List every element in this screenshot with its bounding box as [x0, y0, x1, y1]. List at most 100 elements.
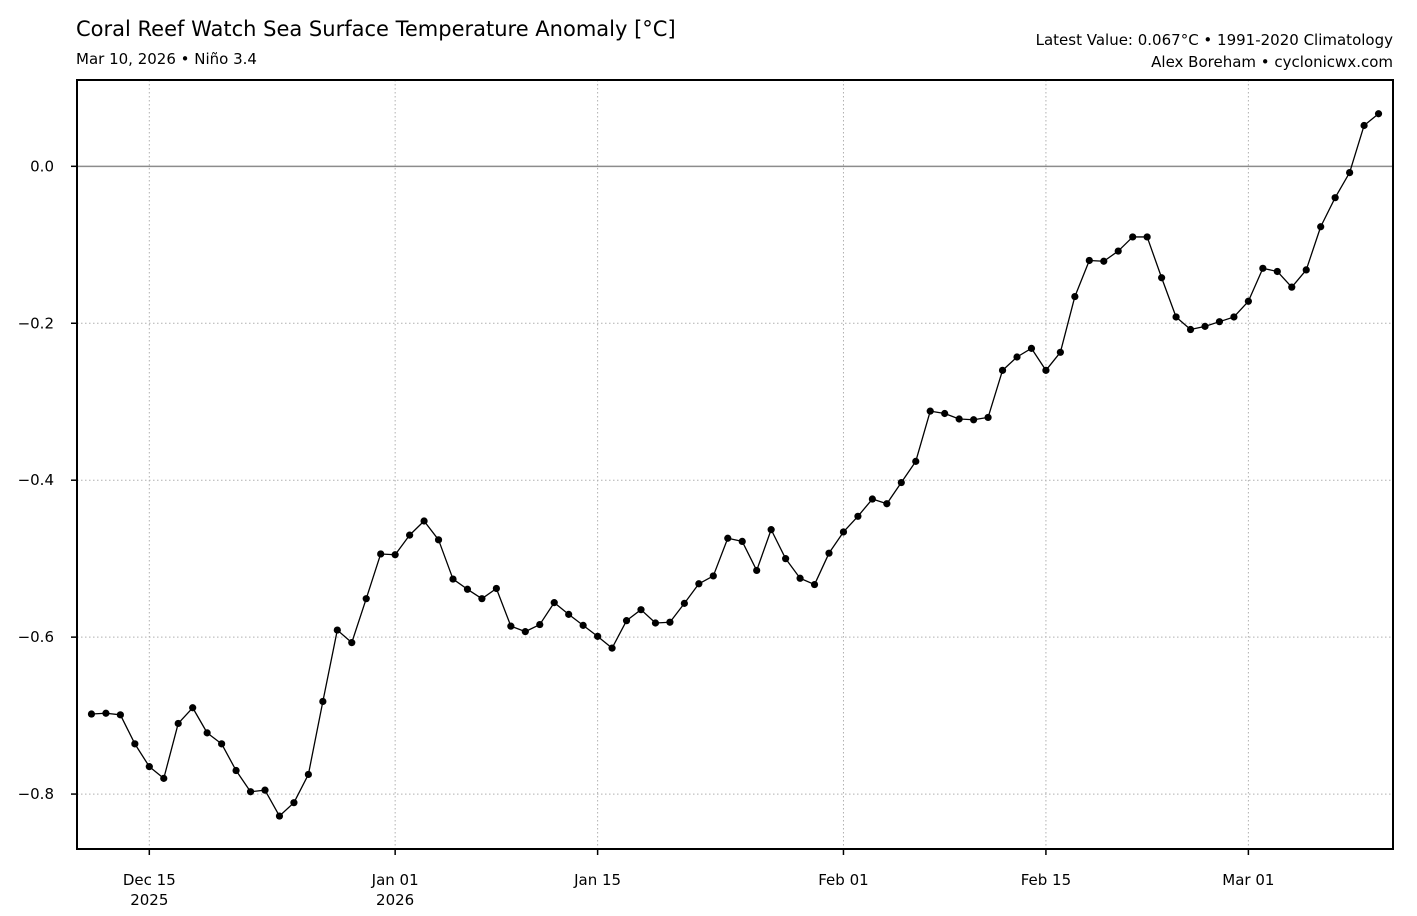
data-point: [145, 763, 153, 771]
data-point: [377, 550, 385, 558]
data-point: [1273, 267, 1281, 276]
data-point: [839, 528, 848, 536]
data-point: [1085, 256, 1093, 265]
data-point: [1288, 283, 1296, 291]
data-point: [1172, 313, 1180, 321]
series-points-layer: [87, 110, 1383, 820]
data-point: [102, 709, 110, 717]
x-tick-label: Jan 15: [573, 871, 621, 889]
data-point: [87, 710, 96, 718]
data-point: [695, 580, 703, 588]
x-tick-label: Dec 15: [123, 871, 176, 889]
data-point: [160, 774, 168, 782]
data-point: [724, 534, 732, 542]
data-point: [1360, 121, 1368, 130]
data-point: [782, 555, 790, 563]
data-point: [810, 580, 819, 589]
x-tick-year-label: 2026: [376, 891, 414, 909]
data-point: [955, 415, 963, 423]
data-point: [362, 595, 370, 603]
data-point: [319, 697, 327, 706]
data-point: [1042, 366, 1050, 374]
data-point: [926, 407, 934, 415]
data-point: [1186, 325, 1195, 334]
y-tick-label: −0.8: [18, 785, 54, 803]
data-point: [970, 416, 978, 424]
data-point: [232, 766, 240, 775]
data-point: [825, 549, 833, 557]
data-point: [116, 711, 124, 719]
data-point: [1013, 353, 1021, 361]
data-point: [478, 595, 486, 603]
plot-frame: [76, 79, 1394, 850]
series-line: [91, 113, 1379, 817]
data-point: [651, 619, 660, 627]
data-point: [1259, 264, 1267, 272]
data-point: [1331, 194, 1339, 202]
data-point: [1201, 322, 1209, 330]
tick-layer: 0.0 −0.2 −0.4 −0.6 −0.8 Dec 15 2025 Jan 01 2026 J…: [18, 157, 1275, 909]
data-point: [565, 610, 573, 618]
data-point: [753, 566, 761, 575]
x-tick-label: Mar 01: [1222, 871, 1274, 889]
data-point: [304, 770, 312, 779]
data-point: [261, 786, 269, 794]
y-tick-label: 0.0: [30, 157, 54, 175]
data-point: [868, 495, 876, 503]
data-point: [897, 478, 905, 487]
data-point: [637, 606, 645, 614]
data-point: [536, 620, 544, 629]
data-point: [507, 622, 515, 630]
data-point: [174, 719, 182, 728]
data-point: [984, 413, 992, 422]
data-point: [420, 517, 428, 525]
grid-layer: [77, 80, 1393, 849]
data-point: [391, 551, 399, 559]
data-point: [1143, 233, 1151, 241]
data-point: [796, 574, 804, 582]
y-tick-label: −0.2: [18, 314, 54, 332]
data-point: [1230, 313, 1238, 321]
chart-subtitle: Mar 10, 2026 • Niño 3.4: [76, 50, 257, 68]
data-point: [406, 531, 414, 539]
data-point: [449, 575, 457, 583]
data-point: [203, 729, 211, 737]
x-tick-label: Feb 15: [1021, 871, 1071, 889]
data-point: [1317, 223, 1325, 231]
data-point: [1215, 318, 1224, 326]
data-point: [246, 788, 255, 796]
data-point: [1129, 233, 1137, 241]
data-point: [550, 599, 558, 607]
data-point: [1302, 266, 1310, 274]
data-point: [608, 644, 616, 652]
y-tick-label: −0.4: [18, 471, 54, 489]
data-point: [492, 584, 500, 593]
data-point: [998, 366, 1007, 374]
data-point: [709, 572, 717, 580]
series-line-layer: [91, 113, 1379, 817]
data-point: [767, 526, 775, 534]
data-point: [1244, 297, 1252, 305]
attribution-text: Alex Boreham • cyclonicwx.com: [1151, 53, 1393, 71]
data-point: [594, 632, 602, 640]
data-point: [941, 409, 949, 418]
data-point: [912, 457, 920, 465]
chart-title: Coral Reef Watch Sea Surface Temperature…: [76, 17, 676, 41]
data-point: [666, 618, 674, 626]
data-point: [1100, 257, 1108, 265]
data-point: [333, 626, 341, 634]
x-tick-label: Feb 01: [818, 871, 868, 889]
data-point: [290, 799, 298, 807]
latest-value-text: Latest Value: 0.067°C • 1991-2020 Climat…: [1035, 31, 1393, 49]
x-tick-year-label: 2025: [130, 891, 168, 909]
data-point: [521, 628, 529, 636]
data-point: [1027, 344, 1036, 352]
data-point: [1056, 348, 1064, 356]
data-point: [738, 537, 746, 546]
y-tick-label: −0.6: [18, 628, 54, 646]
data-point: [622, 617, 631, 625]
data-point: [275, 812, 284, 820]
data-point: [218, 740, 226, 748]
data-point: [680, 599, 688, 607]
